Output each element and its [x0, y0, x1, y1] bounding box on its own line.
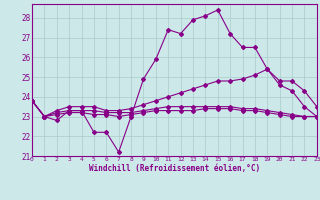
X-axis label: Windchill (Refroidissement éolien,°C): Windchill (Refroidissement éolien,°C): [89, 164, 260, 173]
